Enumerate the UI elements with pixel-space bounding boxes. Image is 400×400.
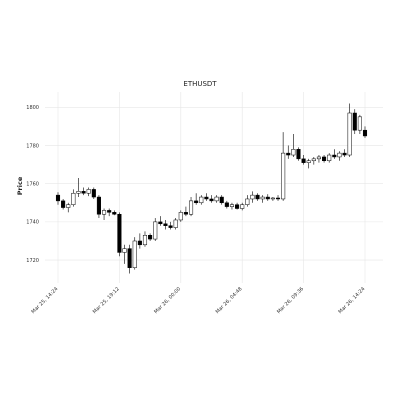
candle-body <box>250 194 255 200</box>
x-tick-label: Mar 26, 04:48 <box>215 286 244 315</box>
candle-body <box>81 191 86 194</box>
candle-body <box>229 204 235 207</box>
candle-body <box>337 152 342 158</box>
candle-body <box>188 200 194 215</box>
candle-body <box>219 196 224 204</box>
candle-body <box>322 156 327 162</box>
candle-body <box>311 158 316 162</box>
y-tick-label: 1800 <box>26 105 39 111</box>
candle-body <box>137 240 142 246</box>
candle-body <box>168 225 173 228</box>
candle-body <box>291 149 296 156</box>
candle-body <box>224 202 229 207</box>
candle-body <box>265 196 270 200</box>
candle-body <box>158 221 163 225</box>
candle-body <box>214 196 219 202</box>
candle-body <box>148 235 153 240</box>
candle-body <box>102 210 107 215</box>
y-axis-label: Price <box>16 176 24 195</box>
candle-body <box>255 194 260 200</box>
candle-body <box>332 154 337 158</box>
x-tick-label: Mar 26, 14:24 <box>337 286 366 315</box>
candle-body <box>209 198 214 202</box>
candle-body <box>122 248 127 253</box>
candle-body <box>347 112 352 156</box>
candle-body <box>270 197 275 200</box>
candle-body <box>153 221 158 240</box>
x-tick-label: Mar 26, 09:36 <box>276 286 305 315</box>
chart-title: ETHUSDT <box>183 80 217 88</box>
candle-body <box>183 212 188 215</box>
chart-grid <box>45 92 383 283</box>
candle-body <box>127 248 132 268</box>
y-tick-label: 1760 <box>26 181 39 187</box>
y-tick-label: 1780 <box>26 143 39 149</box>
candle-body <box>71 192 76 205</box>
candle-body <box>286 152 291 156</box>
candle-body <box>342 152 347 156</box>
candle-body <box>362 129 368 137</box>
candle-body <box>245 198 250 205</box>
candle-body <box>76 191 81 194</box>
candle-body <box>91 189 96 198</box>
candle-body <box>61 200 66 208</box>
candle-body <box>301 158 306 163</box>
candle-body <box>296 149 301 160</box>
candle-body <box>66 204 71 208</box>
x-tick-label: Mar 25, 14:24 <box>30 286 59 315</box>
y-tick-label: 1740 <box>26 220 39 226</box>
candle-body <box>199 196 204 204</box>
x-tick-label: Mar 26, 00:00 <box>153 286 182 315</box>
candles <box>55 103 368 274</box>
candle-body <box>327 154 332 162</box>
candle-body <box>240 204 245 209</box>
candle-body <box>107 210 112 213</box>
candle-body <box>142 235 148 246</box>
x-axis-ticks: Mar 25, 14:24 Mar 25, 19:12 Mar 26, 00:00 M… <box>30 286 366 315</box>
candle-body <box>132 240 137 268</box>
candle-body <box>117 213 122 253</box>
candle-body <box>178 212 183 221</box>
candle-body <box>173 219 178 228</box>
candle-body <box>235 204 240 209</box>
candle-body <box>281 152 286 200</box>
candle-body <box>96 196 101 215</box>
y-axis-ticks: 1720 1740 1760 1780 1800 <box>26 105 39 264</box>
candle-body <box>55 194 61 202</box>
x-tick-label: Mar 25, 19:12 <box>92 286 121 315</box>
candle-body <box>86 189 91 194</box>
candle-body <box>275 197 281 200</box>
y-tick-label: 1720 <box>26 258 39 264</box>
candle-body <box>306 160 311 163</box>
candle-body <box>357 116 362 131</box>
candle-body <box>194 200 199 204</box>
candle-body <box>204 196 209 200</box>
candle-body <box>163 223 168 226</box>
candle-body <box>260 196 265 200</box>
candle-body <box>316 156 321 160</box>
candle-body <box>112 212 117 215</box>
candle-body <box>352 112 357 131</box>
